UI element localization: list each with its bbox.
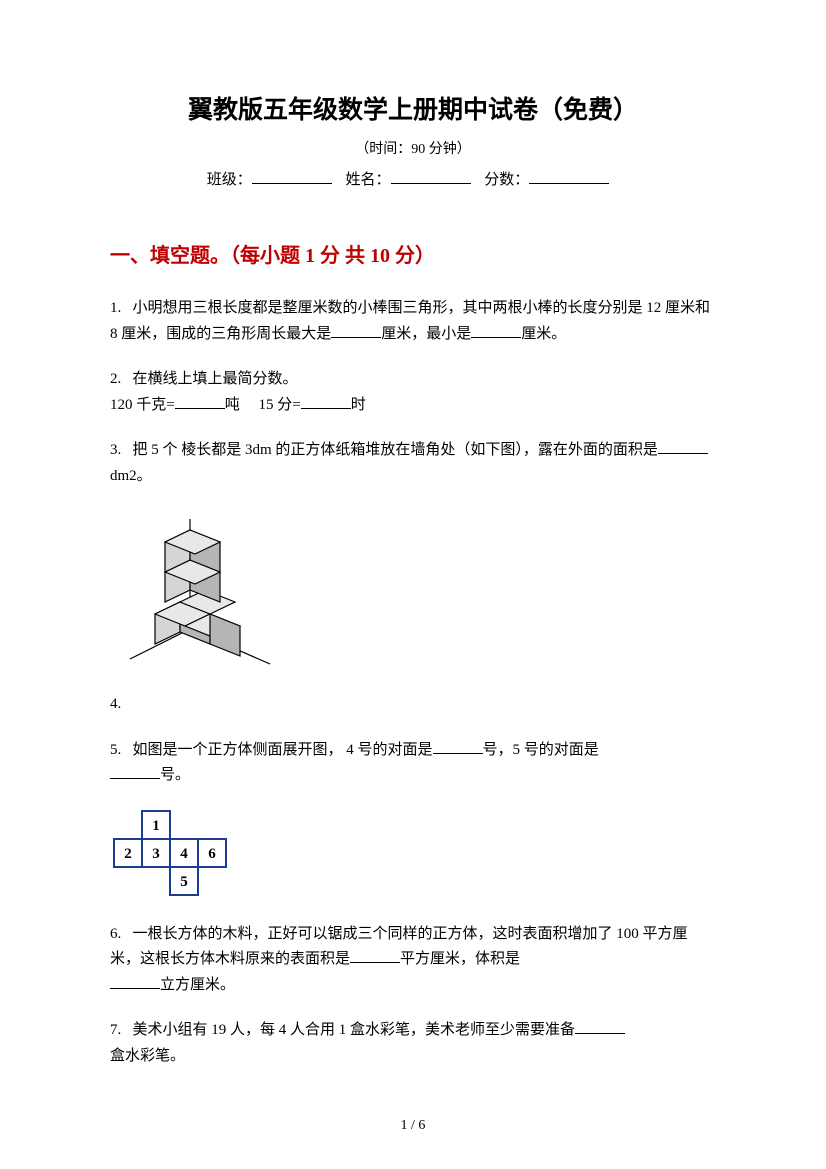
score-blank [529, 168, 609, 184]
question-6: 6. 一根长方体的木料，正好可以锯成三个同样的正方体，这时表面积增加了 100 … [110, 922, 716, 999]
section-1-header: 一、填空题。（每小题 1 分 共 10 分） [110, 239, 716, 268]
q2-line2-b: 吨 [225, 397, 240, 413]
net-cell-5: 5 [180, 874, 188, 890]
q7-blank-1 [575, 1020, 625, 1034]
q5-text-a: 如图是一个正方体侧面展开图， 4 号的对面是 [133, 742, 433, 758]
q1-text-c: 厘米。 [521, 326, 566, 342]
q2-num: 2. [110, 371, 121, 387]
q2-text-a: 在横线上填上最简分数。 [133, 371, 298, 387]
subtitle: （时间：90 分钟） [110, 138, 716, 158]
net-cell-6: 6 [208, 846, 216, 862]
q3-text-a: 把 5 个 棱长都是 3dm 的正方体纸箱堆放在墙角处（如下图），露在外面的面积… [133, 442, 658, 458]
class-label: 班级： [207, 172, 252, 188]
question-4: 4. [110, 692, 716, 718]
q6-num: 6. [110, 926, 121, 942]
q3-blank-1 [658, 440, 708, 454]
name-label: 姓名： [345, 172, 390, 188]
score-label: 分数： [484, 172, 529, 188]
q5-text-c: 号。 [160, 767, 190, 783]
info-line: 班级： 姓名： 分数： [110, 168, 716, 189]
net-cell-2: 2 [124, 846, 132, 862]
q5-num: 5. [110, 742, 121, 758]
net-cell-4: 4 [180, 846, 188, 862]
net-cell-3: 3 [152, 846, 160, 862]
q1-num: 1. [110, 300, 121, 316]
q1-text-b: 厘米，最小是 [381, 326, 471, 342]
q4-num: 4. [110, 696, 121, 712]
q6-blank-1 [350, 949, 400, 963]
q5-blank-2 [110, 765, 160, 779]
net-cell-1: 1 [152, 818, 160, 834]
name-blank [391, 168, 471, 184]
page-number: 1 / 6 [0, 1118, 826, 1134]
q6-blank-2 [110, 975, 160, 989]
cubes-diagram [120, 509, 716, 674]
q2-line2-a: 120 千克= [110, 397, 175, 413]
q5-blank-1 [433, 740, 483, 754]
q6-text-c: 立方厘米。 [160, 977, 235, 993]
q1-blank-2 [471, 324, 521, 338]
class-blank [252, 168, 332, 184]
page-title: 翼教版五年级数学上册期中试卷（免费） [110, 90, 716, 126]
q7-num: 7. [110, 1022, 121, 1038]
cube-net-diagram: 1 2 3 4 6 5 [110, 809, 716, 904]
q7-text-b: 盒水彩笔。 [110, 1048, 185, 1064]
q2-line2-c: 15 分= [258, 397, 300, 413]
question-2: 2. 在横线上填上最简分数。 120 千克= 吨 15 分= 时 [110, 367, 716, 418]
q5-text-b: 号，5 号的对面是 [483, 742, 599, 758]
question-3: 3. 把 5 个 棱长都是 3dm 的正方体纸箱堆放在墙角处（如下图），露在外面… [110, 438, 716, 489]
q3-text-b: dm2。 [110, 468, 152, 484]
q2-line2-d: 时 [351, 397, 366, 413]
q3-num: 3. [110, 442, 121, 458]
q2-blank-2 [301, 395, 351, 409]
q6-text-b: 平方厘米，体积是 [400, 951, 520, 967]
question-1: 1. 小明想用三根长度都是整厘米数的小棒围三角形，其中两根小棒的长度分别是 12… [110, 296, 716, 347]
question-7: 7. 美术小组有 19 人，每 4 人合用 1 盒水彩笔，美术老师至少需要准备盒… [110, 1018, 716, 1069]
q1-blank-1 [331, 324, 381, 338]
question-5: 5. 如图是一个正方体侧面展开图， 4 号的对面是 号，5 号的对面是号。 [110, 738, 716, 789]
q2-blank-1 [175, 395, 225, 409]
q7-text-a: 美术小组有 19 人，每 4 人合用 1 盒水彩笔，美术老师至少需要准备 [133, 1022, 576, 1038]
